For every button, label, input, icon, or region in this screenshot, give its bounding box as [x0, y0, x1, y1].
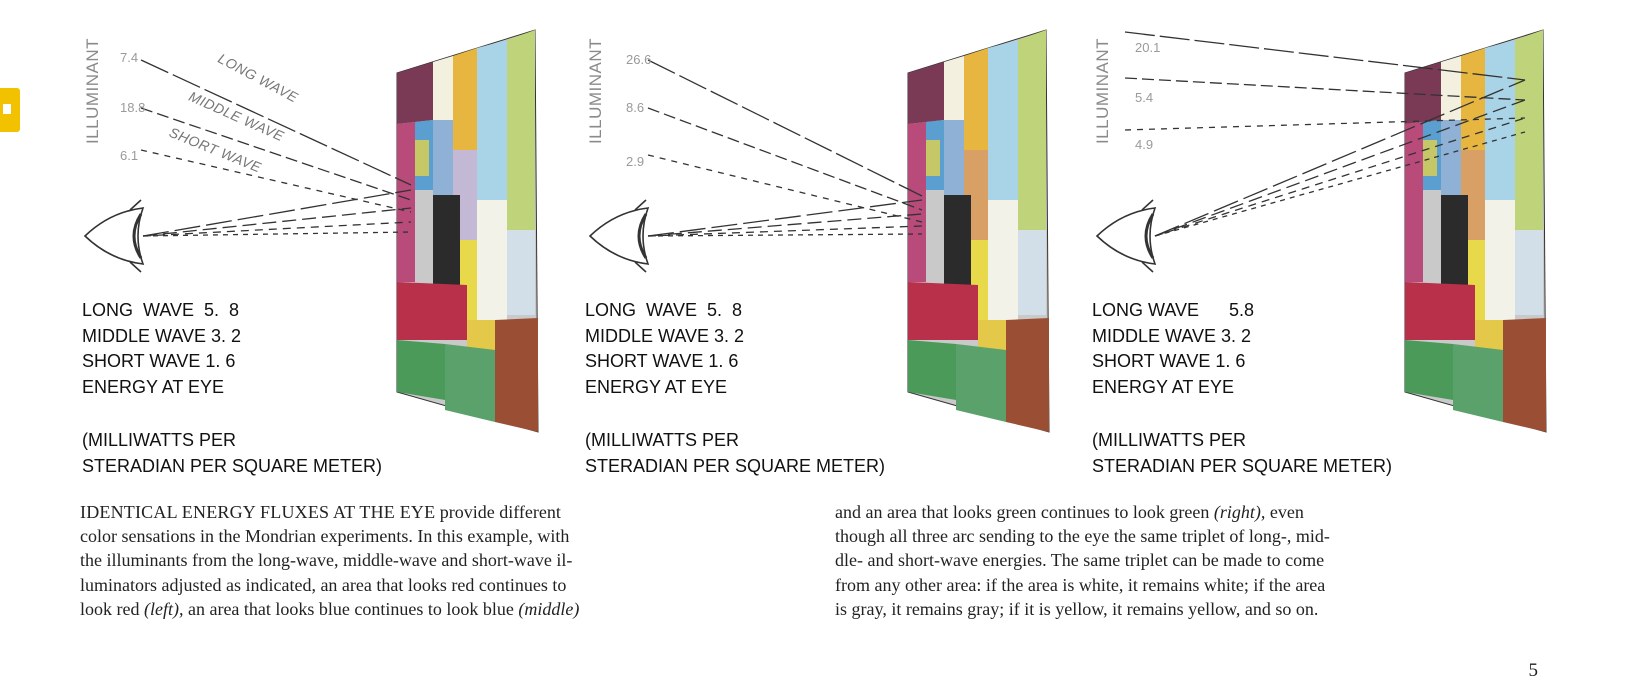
caption-text: and an area that looks green continues t… — [835, 502, 1214, 522]
middle-wave-energy: MIDDLE WAVE 3. 2 — [82, 325, 242, 346]
mondrian-diagram-right — [1095, 29, 1547, 433]
caption-line: from any other area: if the area is whit… — [835, 574, 1326, 595]
short-illuminant-value: 4.9 — [1135, 137, 1154, 152]
short-wave-energy: SHORT WAVE 1. 6 — [585, 351, 739, 371]
units-line-1: (MILLIWATTS PER — [585, 430, 740, 450]
long-wave-energy: LONG WAVE 5. 8 — [585, 300, 743, 320]
eye-icon — [588, 199, 650, 273]
short-wave-energy: SHORT WAVE 1. 6 — [82, 351, 236, 371]
energy-readout: LONG WAVE 5. 8 MIDDLE WAVE 3. 2 SHORT WA… — [585, 298, 744, 400]
long-illuminant-value: 26.6 — [626, 52, 652, 67]
caption-text: an area that looks blue continues to loo… — [183, 598, 519, 619]
caption-middle-ref: (middle) — [518, 598, 580, 619]
caption-line: is gray, it remains gray; if it is yello… — [835, 598, 1319, 619]
illuminant-label: ILLUMINANT — [586, 37, 605, 144]
caption-text: even — [1265, 502, 1304, 522]
caption-left-ref: (left), — [143, 598, 184, 619]
short-illuminant-value: 2.9 — [626, 154, 645, 169]
caption-line: look red (left), an area that looks blue… — [80, 597, 783, 621]
middle-wave-energy: MIDDLE WAVE 3. 2 — [1092, 325, 1252, 346]
eye-icon — [83, 199, 145, 273]
caption-line: the illuminants from the long-wave, midd… — [80, 550, 573, 571]
middle-illuminant-value: 8.6 — [626, 100, 645, 115]
caption-line: IDENTICAL ENERGY FLUXES AT THE EYE provi… — [80, 500, 783, 524]
long-wave-energy: LONG WAVE 5. 8 — [82, 300, 240, 320]
units-note: (MILLIWATTS PER STERADIAN PER SQUARE MET… — [1092, 428, 1392, 479]
caption-line: color sensations in the Mondrian experim… — [80, 526, 570, 547]
units-line-2: STERADIAN PER SQUARE METER) — [82, 455, 383, 476]
caption-text: look red — [80, 598, 144, 619]
units-line-2: STERADIAN PER SQUARE METER) — [1092, 455, 1393, 476]
diagram-panel-right: ILLUMINANT 20.1 5.4 4.9 LONG WAVE 5.8 MI… — [1085, 0, 1638, 480]
middle-wave-energy: MIDDLE WAVE 3. 2 — [585, 325, 745, 346]
caption-text: provide different — [435, 502, 561, 522]
units-note: (MILLIWATTS PER STERADIAN PER SQUARE MET… — [82, 428, 382, 479]
energy-title: ENERGY AT EYE — [585, 376, 728, 397]
diagram-panel-middle: ILLUMINANT 26.6 8.6 2.9 LONG WAVE 5. 8 M… — [578, 0, 1098, 480]
mondrian-board — [1404, 29, 1547, 433]
diagram-panel-left: ILLUMINANT 7.4 18.8 6.1 LONG WAVE MIDDLE… — [75, 0, 595, 480]
units-line-2: STERADIAN PER SQUARE METER) — [585, 455, 886, 476]
middle-illuminant-value: 5.4 — [1135, 90, 1154, 105]
units-note: (MILLIWATTS PER STERADIAN PER SQUARE MET… — [585, 428, 885, 479]
mondrian-board — [907, 29, 1050, 433]
caption-line: and an area that looks green continues t… — [835, 500, 1538, 524]
illuminant-label: ILLUMINANT — [1093, 37, 1112, 144]
units-line-1: (MILLIWATTS PER — [1092, 430, 1247, 450]
long-illuminant-value: 20.1 — [1135, 40, 1161, 55]
caption-left-column: IDENTICAL ENERGY FLUXES AT THE EYE provi… — [80, 500, 783, 621]
caption-lead: IDENTICAL ENERGY FLUXES AT THE EYE — [80, 502, 436, 522]
energy-readout: LONG WAVE 5. 8 MIDDLE WAVE 3. 2 SHORT WA… — [82, 298, 241, 400]
energy-readout: LONG WAVE 5.8 MIDDLE WAVE 3. 2 SHORT WAV… — [1092, 298, 1254, 400]
middle-illuminant-value: 18.8 — [120, 100, 146, 115]
mondrian-diagram-left — [83, 29, 539, 433]
mondrian-board — [396, 29, 539, 433]
caption-line: dle- and short-wave energies. The same t… — [835, 550, 1325, 571]
caption-line: though all three arc sending to the eye … — [835, 526, 1330, 547]
highlight-marker[interactable] — [0, 88, 20, 132]
caption-right-column: and an area that looks green continues t… — [835, 500, 1538, 621]
mondrian-diagram-middle — [588, 29, 1050, 433]
short-illuminant-value: 6.1 — [120, 148, 139, 163]
long-illuminant-value: 7.4 — [120, 50, 139, 65]
energy-title: ENERGY AT EYE — [1092, 376, 1235, 397]
eye-icon — [1095, 199, 1157, 273]
caption-right-ref: (right), — [1213, 502, 1266, 522]
units-line-1: (MILLIWATTS PER — [82, 430, 237, 450]
illuminant-label: ILLUMINANT — [83, 37, 102, 144]
caption-line: luminators adjusted as indicated, an are… — [80, 574, 567, 595]
energy-title: ENERGY AT EYE — [82, 376, 225, 397]
short-wave-energy: SHORT WAVE 1. 6 — [1092, 351, 1246, 371]
page-number: 5 — [1528, 660, 1539, 681]
long-wave-energy: LONG WAVE 5.8 — [1092, 300, 1255, 320]
